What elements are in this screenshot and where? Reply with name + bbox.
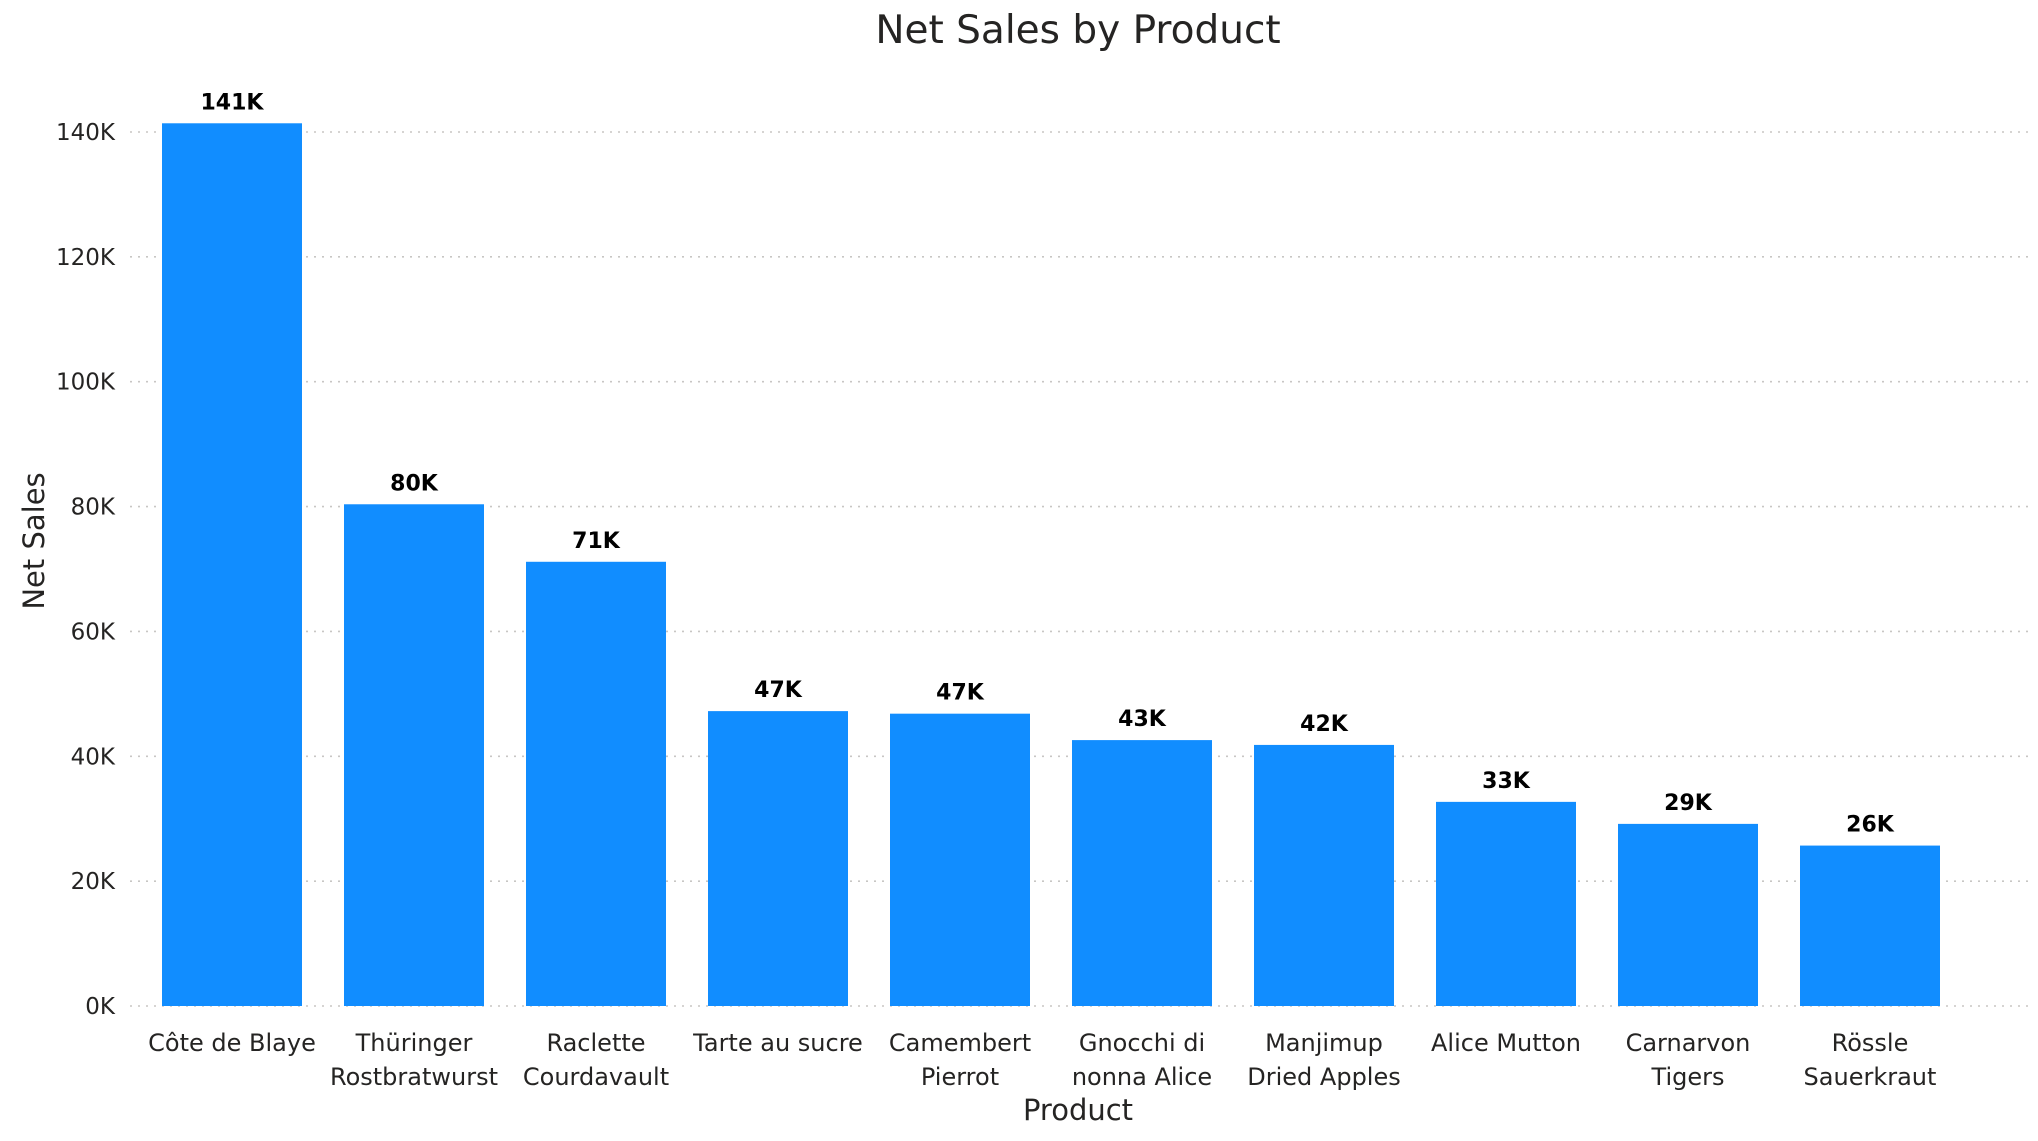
x-tick-label-line: Tigers: [1651, 1063, 1725, 1091]
bar[interactable]: [708, 711, 848, 1006]
x-tick-label-line: nonna Alice: [1072, 1063, 1212, 1091]
data-label: 26K: [1846, 813, 1895, 838]
bar[interactable]: [344, 504, 484, 1006]
x-tick-label-line: Rostbratwurst: [330, 1063, 498, 1091]
bar[interactable]: [1072, 740, 1212, 1006]
data-label: 43K: [1118, 707, 1167, 732]
x-tick-label: Alice Mutton: [1431, 1029, 1581, 1057]
y-tick-label: 140K: [56, 120, 116, 146]
x-tick-label-line: Thüringer: [355, 1029, 473, 1057]
x-tick-label: Rössle Sauerkraut: [1804, 1029, 1937, 1091]
x-axis-title: Product: [1023, 1093, 1133, 1127]
x-tick-label-line: Rössle: [1832, 1029, 1909, 1057]
x-tick-label-line: Sauerkraut: [1804, 1063, 1937, 1091]
x-tick-label: Carnarvon Tigers: [1626, 1029, 1751, 1091]
chart-title: Net Sales by Product: [875, 8, 1280, 53]
data-label: 47K: [754, 678, 803, 703]
data-label: 141K: [201, 90, 265, 115]
x-tick-label-line: Tarte au sucre: [692, 1029, 863, 1057]
x-tick-label: Raclette Courdavault: [523, 1029, 669, 1091]
x-tick-label-line: Alice Mutton: [1431, 1029, 1581, 1057]
bar[interactable]: [1618, 823, 1758, 1006]
y-tick-label: 20K: [71, 869, 116, 895]
y-tick-label: 60K: [71, 619, 116, 645]
bar[interactable]: [1254, 744, 1394, 1006]
bar[interactable]: [1436, 801, 1576, 1006]
y-tick-label: 80K: [71, 495, 116, 521]
x-tick-label-line: Camembert: [889, 1029, 1031, 1057]
x-tick-label-line: Courdavault: [523, 1063, 669, 1091]
bar[interactable]: [162, 123, 302, 1006]
x-tick-label: Thüringer Rostbratwurst: [330, 1029, 498, 1091]
data-label: 33K: [1482, 769, 1531, 794]
bar[interactable]: [1800, 845, 1940, 1006]
data-label: 80K: [390, 471, 439, 496]
data-labels: 141K 80K 71K 47K 47K 43K 42K 33K 29K 26K: [201, 90, 1895, 837]
x-tick-label-line: Carnarvon: [1626, 1029, 1751, 1057]
y-tick-label: 0K: [85, 994, 116, 1020]
y-axis-ticks: 0K 20K 40K 60K 80K 100K 120K 140K: [56, 120, 116, 1020]
data-label: 71K: [572, 529, 621, 554]
data-label: 29K: [1664, 791, 1713, 816]
y-tick-label: 120K: [56, 245, 116, 271]
y-axis-title: Net Sales: [17, 472, 51, 609]
x-tick-label-line: Pierrot: [921, 1063, 999, 1091]
data-label: 42K: [1300, 712, 1349, 737]
y-tick-label: 40K: [71, 744, 116, 770]
x-tick-label: Gnocchi di nonna Alice: [1072, 1029, 1212, 1091]
x-tick-label-line: Manjimup: [1265, 1029, 1383, 1057]
x-tick-label: Côte de Blaye: [148, 1029, 316, 1057]
x-tick-label-line: Côte de Blaye: [148, 1029, 316, 1057]
bar[interactable]: [526, 561, 666, 1006]
bars: [162, 123, 1940, 1006]
x-tick-label: Tarte au sucre: [692, 1029, 863, 1057]
bar[interactable]: [890, 713, 1030, 1006]
x-tick-label-line: Dried Apples: [1247, 1063, 1400, 1091]
y-tick-label: 100K: [56, 370, 116, 396]
data-label: 47K: [936, 681, 985, 706]
x-axis-ticks: Côte de Blaye Thüringer Rostbratwurst Racle…: [148, 1029, 1936, 1091]
x-tick-label-line: Raclette: [546, 1029, 645, 1057]
x-tick-label: Manjimup Dried Apples: [1247, 1029, 1400, 1091]
x-tick-label: Camembert Pierrot: [889, 1029, 1031, 1091]
x-tick-label-line: Gnocchi di: [1079, 1029, 1205, 1057]
